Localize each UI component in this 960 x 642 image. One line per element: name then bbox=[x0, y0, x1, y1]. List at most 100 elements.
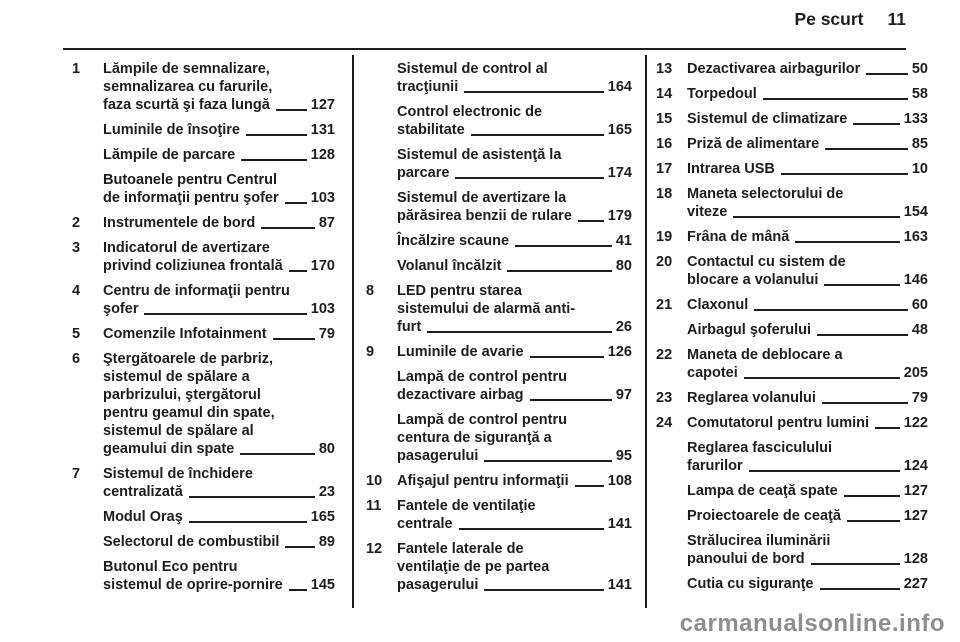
leader-line bbox=[261, 227, 315, 229]
column-divider-2 bbox=[645, 55, 647, 608]
toc-entry-label-line: Butoanele pentru Centrul bbox=[103, 172, 278, 188]
toc-entry-ref-number bbox=[656, 482, 687, 500]
toc-entry-ref-number bbox=[72, 146, 103, 164]
toc-entry-label-line: pasagerului bbox=[397, 448, 479, 464]
toc-entry-label-line: Maneta selectorului de bbox=[687, 186, 844, 202]
toc-entry-page-number: 128 bbox=[310, 147, 335, 163]
toc-entry-label-line: Claxonul bbox=[687, 297, 749, 313]
toc-entry-body: Butonul Eco pentru sistemul de oprire-por… bbox=[103, 558, 335, 594]
toc-entry: Sistemul de avertizare la părăsirea benzi… bbox=[366, 189, 632, 225]
toc-entry: Butoanele pentru Centrul de informaţii pe… bbox=[72, 171, 335, 207]
toc-entry-page-number: 41 bbox=[615, 233, 632, 249]
toc-entry-page-number: 80 bbox=[318, 441, 335, 457]
toc-entry-label-line: Intrarea USB bbox=[687, 161, 775, 177]
toc-entry-last-line: Luminile de avarie 126 bbox=[397, 343, 632, 361]
toc-entry-label-line: blocare a volanului bbox=[687, 272, 819, 288]
toc-entry-ref-number: 3 bbox=[72, 240, 81, 256]
toc-entry-ref-number bbox=[366, 189, 397, 225]
toc-entry-ref-number bbox=[72, 171, 103, 207]
page-number: 11 bbox=[887, 9, 907, 29]
toc-entry-label-line: Ştergătoarele de parbriz, bbox=[103, 351, 274, 367]
toc-entry-body: Control electronic de stabilitate 165 bbox=[397, 103, 632, 139]
leader-line bbox=[241, 159, 307, 161]
toc-entry: Lampă de control pentru dezactivare airba… bbox=[366, 368, 632, 404]
toc-entry: 12 Fantele laterale de ventilaţie de pe pa… bbox=[366, 540, 632, 594]
leader-line bbox=[427, 331, 612, 333]
toc-entry-last-line: Selectorul de combustibil 89 bbox=[103, 533, 335, 551]
toc-entry-label-line: geamului din spate bbox=[103, 441, 235, 457]
toc-entry-ref-number: 12 bbox=[366, 541, 383, 557]
leader-line bbox=[843, 495, 900, 497]
toc-entry-ref-number: 20 bbox=[656, 254, 673, 270]
toc-entry: 2 Instrumentele de bord 87 bbox=[72, 214, 335, 232]
toc-entry-body: Luminile de avarie 126 bbox=[397, 343, 632, 361]
toc-entry-label-line: Indicatorul de avertizare bbox=[103, 240, 270, 256]
toc-entry-label-line: sistemul de spălare a bbox=[103, 369, 250, 385]
toc-entry-label-line: sistemului de alarmă anti- bbox=[397, 301, 576, 317]
toc-column-2: Sistemul de control al tracţiunii 164 Contr… bbox=[366, 60, 632, 601]
toc-entry-body: Afişajul pentru informaţii 108 bbox=[397, 472, 632, 490]
toc-entry-label-line: ventilaţie de pe partea bbox=[397, 559, 550, 575]
toc-entry-last-line: Cutia cu siguranţe 227 bbox=[687, 575, 928, 593]
toc-entry-label-line: Lampă de control pentru bbox=[397, 369, 567, 385]
toc-entry-last-line: stabilitate 165 bbox=[397, 121, 632, 139]
toc-entry-last-line: Torpedoul 58 bbox=[687, 85, 928, 103]
toc-entry-page-number: 103 bbox=[310, 301, 335, 317]
toc-entry: 9 Luminile de avarie 126 bbox=[366, 343, 632, 361]
toc-entry-ref-number: 5 bbox=[72, 326, 81, 342]
toc-entry-label-line: Lampa de ceaţă spate bbox=[687, 483, 838, 499]
toc-entry: Lampa de ceaţă spate 127 bbox=[656, 482, 928, 500]
leader-line bbox=[464, 91, 604, 93]
toc-entry: 19 Frâna de mână 163 bbox=[656, 228, 928, 246]
toc-entry: 4 Centru de informaţii pentru şofer 103 bbox=[72, 282, 335, 318]
toc-entry-page-number: 127 bbox=[310, 97, 335, 113]
leader-line bbox=[824, 284, 900, 286]
toc-entry-label-line: Luminile de avarie bbox=[397, 344, 524, 360]
leader-line bbox=[272, 338, 315, 340]
toc-entry-label-line: Sistemul de control al bbox=[397, 61, 548, 77]
toc-entry-last-line: Sistemul de climatizare 133 bbox=[687, 110, 928, 128]
toc-entry-body: Reglarea volanului 79 bbox=[687, 389, 928, 407]
leader-line bbox=[780, 173, 908, 175]
leader-line bbox=[470, 134, 604, 136]
toc-entry-label-line: semnalizarea cu farurile, bbox=[103, 79, 273, 95]
toc-entry: 17 Intrarea USB 10 bbox=[656, 160, 928, 178]
toc-entry-page-number: 26 bbox=[615, 319, 632, 335]
toc-entry-ref-number bbox=[366, 232, 397, 250]
toc-entry-body: Sistemul de avertizare la părăsirea benzi… bbox=[397, 189, 632, 225]
toc-entry-page-number: 103 bbox=[310, 190, 335, 206]
toc-entry-label-line: furt bbox=[397, 319, 422, 335]
toc-entry-last-line: Reglarea volanului 79 bbox=[687, 389, 928, 407]
toc-entry-body: Lampă de control pentru dezactivare airba… bbox=[397, 368, 632, 404]
toc-entry-ref-number: 10 bbox=[366, 473, 383, 489]
toc-entry-label-line: Frâna de mână bbox=[687, 229, 790, 245]
toc-entry: 23 Reglarea volanului 79 bbox=[656, 389, 928, 407]
leader-line bbox=[245, 134, 307, 136]
toc-entry-body: Încălzire scaune 41 bbox=[397, 232, 632, 250]
toc-entry-ref-number bbox=[656, 575, 687, 593]
toc-entry-page-number: 126 bbox=[607, 344, 632, 360]
toc-entry-last-line: farurilor 124 bbox=[687, 457, 928, 475]
toc-entry-page-number: 165 bbox=[607, 122, 632, 138]
toc-entry-page-number: 146 bbox=[903, 272, 928, 288]
toc-entry-label-line: sistemul de spălare al bbox=[103, 423, 254, 439]
toc-entry: Sistemul de control al tracţiunii 164 bbox=[366, 60, 632, 96]
leader-line bbox=[529, 399, 612, 401]
toc-entry-last-line: sistemul de oprire-pornire 145 bbox=[103, 576, 335, 594]
leader-line bbox=[284, 202, 307, 204]
toc-entry-page-number: 79 bbox=[911, 390, 928, 406]
toc-entry: 18 Maneta selectorului de viteze 154 bbox=[656, 185, 928, 221]
toc-entry-ref-number bbox=[72, 533, 103, 551]
leader-line bbox=[825, 148, 908, 150]
leader-line bbox=[458, 528, 604, 530]
toc-entry-last-line: parcare 174 bbox=[397, 164, 632, 182]
toc-entry-body: Maneta selectorului de viteze 154 bbox=[687, 185, 928, 221]
toc-entry: 22 Maneta de deblocare a capotei 205 bbox=[656, 346, 928, 382]
leader-line bbox=[866, 73, 908, 75]
toc-entry-last-line: Lămpile de parcare 128 bbox=[103, 146, 335, 164]
toc-entry-ref-number bbox=[366, 411, 397, 465]
toc-entry-label-line: viteze bbox=[687, 204, 728, 220]
toc-entry-label-line: Reglarea volanului bbox=[687, 390, 816, 406]
toc-entry-last-line: tracţiunii 164 bbox=[397, 78, 632, 96]
toc-entry-page-number: 97 bbox=[615, 387, 632, 403]
